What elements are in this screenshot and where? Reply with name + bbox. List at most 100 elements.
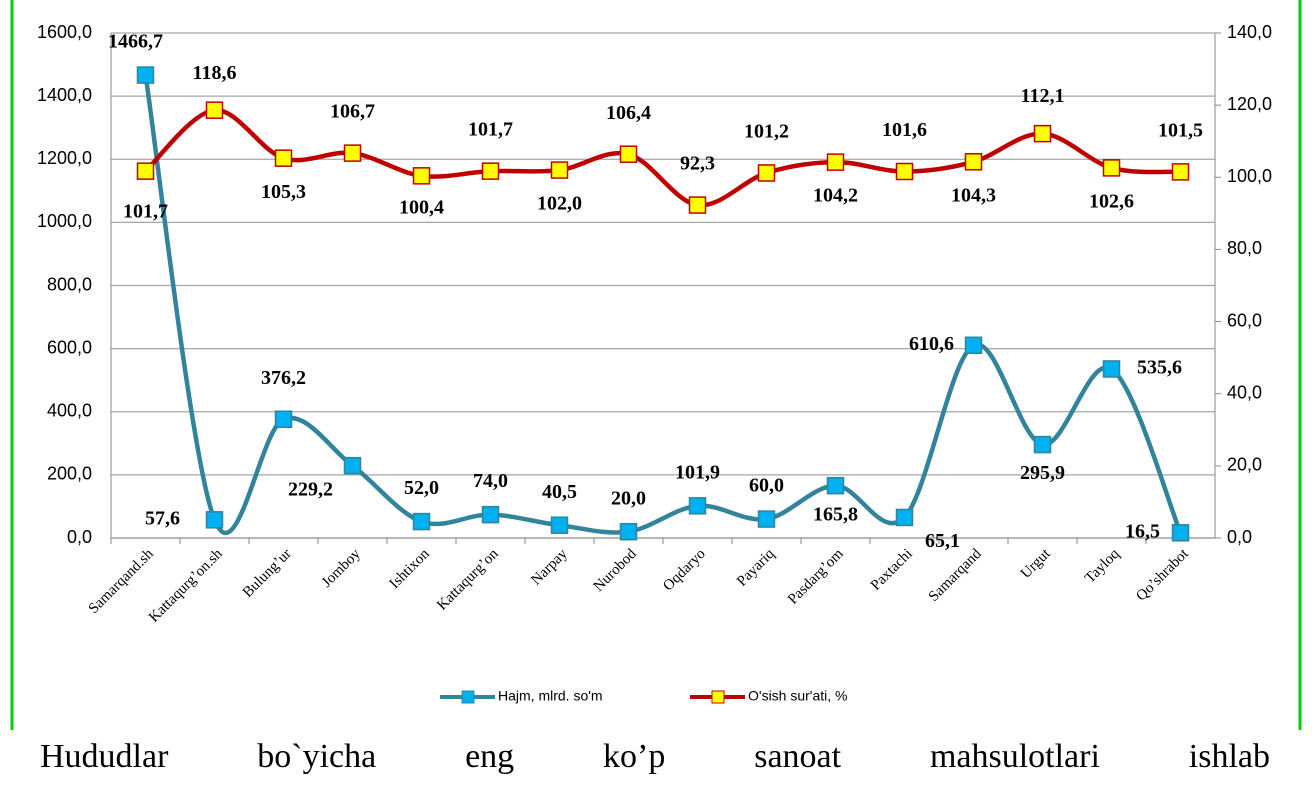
data-label: 610,6 bbox=[909, 333, 954, 355]
series-line bbox=[143, 74, 1183, 535]
x-tick-label: Bulung’ur bbox=[240, 546, 295, 601]
data-label: 101,9 bbox=[675, 461, 720, 483]
x-tick-label: Urgut bbox=[1018, 545, 1054, 581]
data-label: 74,0 bbox=[473, 470, 508, 492]
marker bbox=[688, 497, 707, 515]
x-tick-label: Qo’shrabot bbox=[1133, 545, 1192, 604]
data-label: 106,4 bbox=[606, 102, 651, 124]
x-tick-label: Ishtixon bbox=[387, 546, 433, 592]
y2-tick-label: 20,0 bbox=[1227, 455, 1262, 475]
legend-label: O'sish sur'ati, % bbox=[748, 688, 847, 704]
marker bbox=[343, 144, 362, 162]
data-label: 106,7 bbox=[330, 101, 375, 123]
data-label: 165,8 bbox=[813, 503, 858, 525]
y2-tick-label: 140,0 bbox=[1227, 22, 1272, 42]
marker bbox=[1033, 124, 1052, 143]
y-tick-label: 1000,0 bbox=[37, 211, 92, 231]
x-tick-label: Samarqand.sh bbox=[86, 546, 157, 617]
data-label: 1466,7 bbox=[108, 31, 163, 53]
y-tick-label: 1600,0 bbox=[37, 22, 92, 42]
legend-label: Hajm, mlrd. so'm bbox=[498, 688, 603, 704]
x-tick-label: Kattaqurg’on bbox=[434, 546, 502, 614]
marker bbox=[550, 516, 569, 534]
data-label: 40,5 bbox=[542, 481, 577, 503]
marker bbox=[274, 149, 293, 167]
marker bbox=[550, 161, 569, 179]
legend-marker bbox=[461, 690, 475, 704]
x-tick-label: Payariq bbox=[734, 546, 778, 590]
y2-tick-label: 0,0 bbox=[1227, 527, 1252, 547]
data-label: 20,0 bbox=[611, 487, 646, 509]
marker bbox=[205, 511, 224, 529]
y-tick-label: 800,0 bbox=[47, 274, 92, 294]
word: sanoat bbox=[754, 738, 842, 775]
x-tick-label: Kattaqurg’on.sh bbox=[146, 546, 226, 626]
data-label: 229,2 bbox=[288, 478, 333, 500]
data-label: 101,2 bbox=[744, 121, 789, 143]
data-label: 104,3 bbox=[951, 184, 996, 206]
marker bbox=[205, 101, 224, 119]
marker bbox=[481, 162, 500, 180]
x-tick-label: Samarqand bbox=[926, 546, 985, 605]
y2-tick-label: 100,0 bbox=[1227, 166, 1272, 186]
word: mahsulotlari bbox=[929, 738, 1100, 775]
data-label: 295,9 bbox=[1020, 462, 1065, 484]
word: Hududlar bbox=[40, 738, 169, 775]
marker bbox=[343, 456, 362, 475]
data-label: 102,6 bbox=[1089, 191, 1134, 213]
marker bbox=[136, 66, 155, 84]
y-tick-label: 0,0 bbox=[67, 527, 92, 547]
marker bbox=[895, 162, 914, 181]
y-tick-label: 1400,0 bbox=[37, 85, 92, 105]
y2-tick-label: 80,0 bbox=[1227, 238, 1262, 258]
word: bo`yicha bbox=[257, 738, 377, 775]
data-label: 100,4 bbox=[399, 196, 444, 218]
series-line bbox=[143, 107, 1181, 208]
y2-tick-label: 40,0 bbox=[1227, 382, 1262, 402]
marker bbox=[274, 410, 293, 429]
y-tick-label: 400,0 bbox=[47, 401, 92, 421]
x-tick-label: Jomboy bbox=[319, 546, 364, 591]
data-label: 16,5 bbox=[1125, 520, 1160, 542]
marker bbox=[964, 336, 983, 355]
marker bbox=[1171, 163, 1190, 181]
marker bbox=[895, 508, 914, 527]
paragraph: Hududlar bo`yicha eng ko’p sanoat mahsulotlar… bbox=[40, 738, 1270, 776]
x-tick-label: Nurobod bbox=[591, 546, 640, 595]
marker bbox=[757, 510, 776, 528]
marker bbox=[757, 164, 776, 182]
marker bbox=[619, 145, 638, 163]
y2-tick-label: 120,0 bbox=[1227, 94, 1272, 114]
y-tick-label: 600,0 bbox=[47, 337, 92, 357]
marker bbox=[1102, 360, 1121, 378]
y2-tick-label: 60,0 bbox=[1227, 310, 1262, 330]
marker bbox=[619, 522, 638, 541]
marker bbox=[136, 162, 155, 180]
legend-marker bbox=[711, 690, 725, 704]
marker bbox=[1102, 159, 1121, 177]
data-label: 102,0 bbox=[537, 193, 582, 215]
y-tick-label: 1200,0 bbox=[37, 148, 92, 168]
x-tick-label: Paxtachi bbox=[868, 546, 916, 594]
data-label: 376,2 bbox=[261, 367, 306, 389]
x-tick-label: Pasdarg’om bbox=[785, 546, 847, 608]
data-label: 101,7 bbox=[123, 201, 168, 223]
data-label: 118,6 bbox=[193, 62, 237, 84]
data-label: 52,0 bbox=[404, 477, 439, 499]
x-tick-label: Oqdaryo bbox=[660, 546, 708, 594]
data-label: 65,1 bbox=[925, 530, 960, 552]
data-label: 535,6 bbox=[1137, 357, 1182, 379]
data-label: 101,6 bbox=[882, 119, 927, 141]
marker bbox=[481, 505, 500, 524]
word: ko’p bbox=[603, 738, 666, 775]
marker bbox=[826, 476, 845, 495]
data-label: 92,3 bbox=[680, 153, 715, 175]
marker bbox=[412, 512, 431, 531]
data-label: 57,6 bbox=[145, 507, 180, 529]
marker bbox=[412, 167, 431, 185]
data-label: 101,5 bbox=[1158, 119, 1203, 141]
data-label: 101,7 bbox=[468, 119, 513, 141]
marker bbox=[688, 196, 707, 214]
x-tick-label: Narpay bbox=[528, 546, 571, 589]
